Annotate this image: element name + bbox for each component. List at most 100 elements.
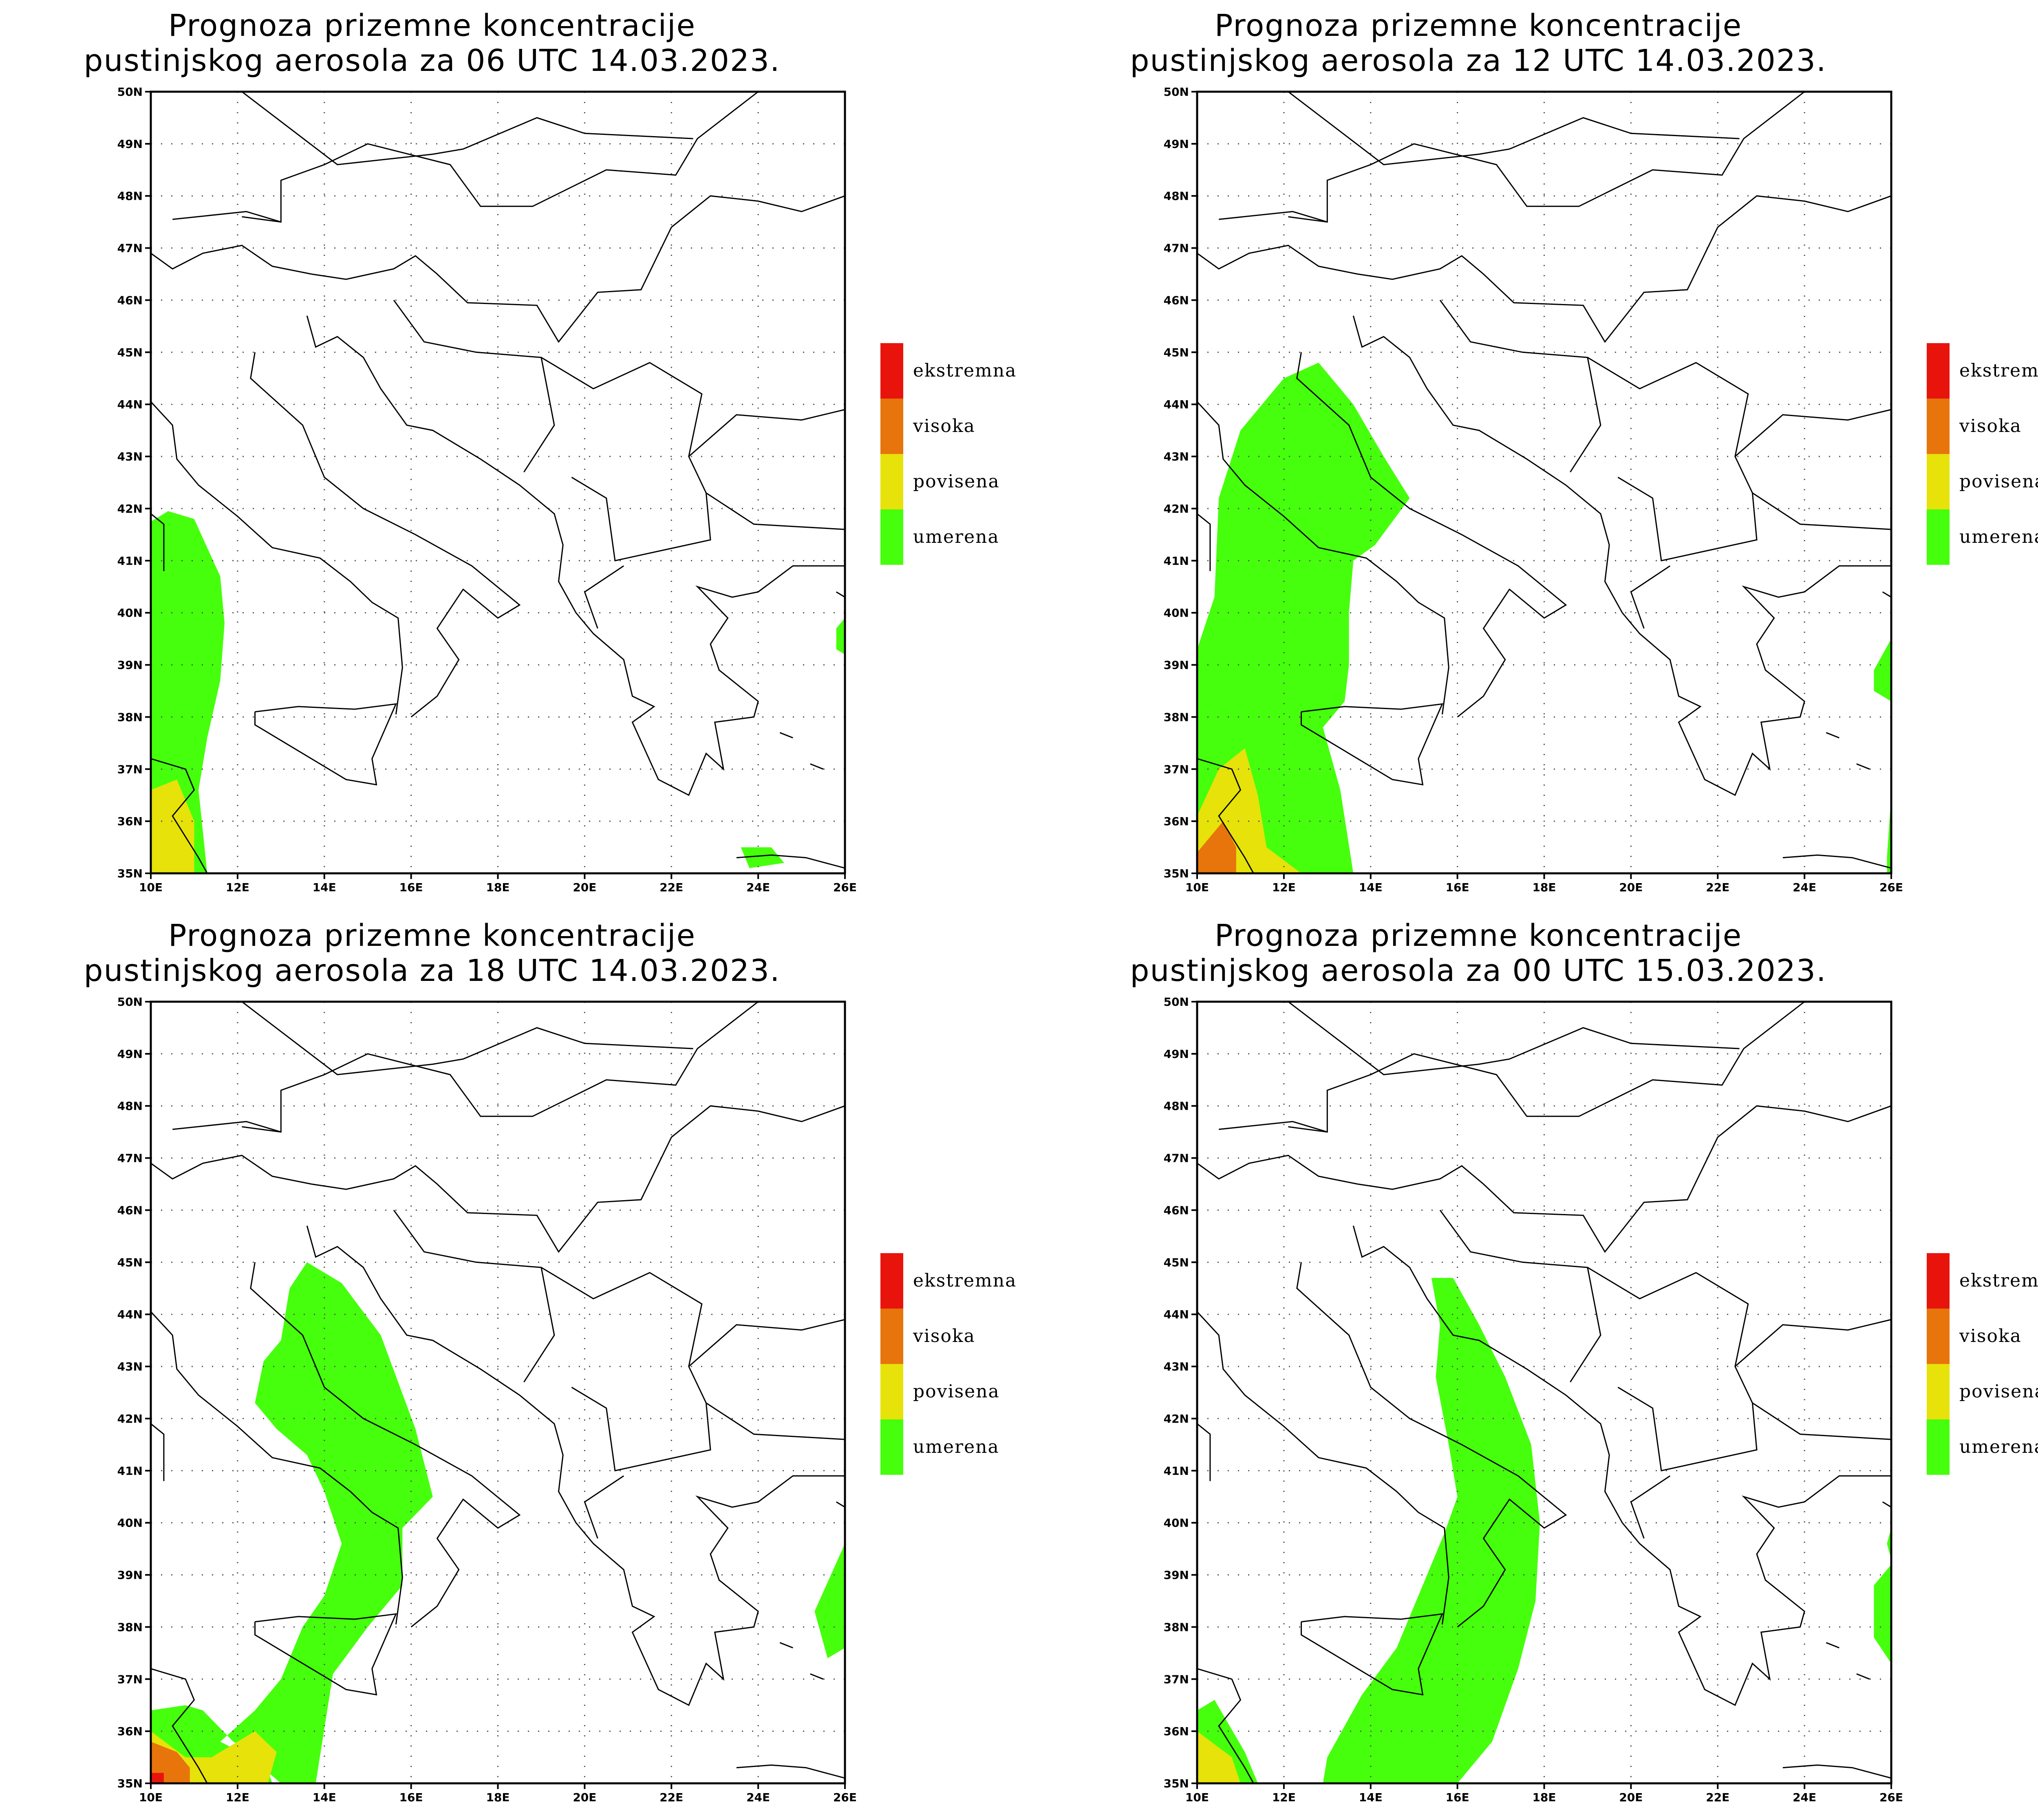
panel-title-line1: Prognoza prizemne koncentracije (1214, 8, 1742, 43)
coastline-border (1734, 1319, 1892, 1367)
lat-label: 37N (1164, 1672, 1189, 1686)
lon-label: 14E (1359, 881, 1383, 894)
coastline-border (706, 492, 845, 530)
lat-label: 42N (1164, 1412, 1189, 1426)
lon-label: 16E (1446, 881, 1469, 894)
lon-label: 14E (313, 881, 336, 894)
dust-area-umerena (836, 618, 845, 654)
lat-label: 41N (1164, 554, 1189, 568)
coastline-border (1826, 732, 1839, 738)
lon-label: 18E (486, 1791, 510, 1804)
coastline-border (1352, 315, 1891, 796)
lon-label: 18E (486, 881, 510, 894)
lat-label: 47N (1164, 242, 1189, 255)
coastline-border (688, 1319, 845, 1367)
coastline-border (1196, 401, 1449, 715)
coastline-border (1587, 1267, 1758, 1472)
coastline-border (1196, 1311, 1449, 1625)
lat-label: 48N (117, 189, 143, 203)
lat-label: 42N (117, 502, 143, 516)
forecast-map: 50N 49N 48N 47N 46N 45N 44N 43N 42N 41N 40N 39N 38N 3… (1164, 995, 2038, 1804)
coastline-border (1288, 1001, 1805, 1133)
dust-area-umerena (1874, 1564, 1891, 1664)
legend-label-ekstremna: ekstremna (913, 1270, 1017, 1291)
lat-label: 39N (117, 659, 143, 672)
lon-label: 12E (1272, 881, 1296, 894)
panel-title-line2: pustinjskog aerosola za 12 UTC 14.03.202… (1130, 43, 1827, 78)
lat-label: 36N (117, 1725, 143, 1738)
legend-swatch-povisena (1927, 1364, 1950, 1419)
lat-label: 41N (117, 1464, 143, 1478)
legend-label-umerena: umerena (913, 1437, 999, 1457)
lon-label: 26E (1879, 1791, 1903, 1804)
coastline-border (1882, 1501, 1892, 1508)
lon-label: 26E (833, 1791, 857, 1804)
lat-label: 49N (117, 1047, 143, 1061)
forecast-map: 50N 49N 48N 47N 46N 45N 44N 43N 42N 41N 40N 39N 38N 3… (117, 85, 1016, 894)
coastline-border (1734, 409, 1892, 457)
lat-label: 49N (1164, 1047, 1189, 1061)
lat-label: 37N (1164, 762, 1189, 776)
dust-area-umerena (151, 1262, 433, 1783)
lon-label: 26E (833, 881, 857, 894)
lon-label: 24E (1793, 1791, 1816, 1804)
coastline-border (779, 732, 793, 738)
legend-swatch-povisena (880, 454, 903, 509)
dust-area-umerena (1323, 1278, 1540, 1783)
coastline-border (1301, 703, 1443, 786)
coastline-border (810, 1673, 824, 1680)
coastline-border (1197, 1423, 1211, 1481)
lat-label: 50N (117, 85, 143, 99)
dust-area-umerena (1197, 362, 1410, 873)
lat-label: 40N (117, 1516, 143, 1530)
lat-label: 42N (1164, 502, 1189, 516)
lon-label: 10E (139, 1791, 163, 1804)
legend-swatch-povisena (880, 1364, 903, 1419)
legend-swatch-visoka (1927, 399, 1950, 454)
coastline-border (393, 300, 555, 473)
lat-label: 50N (117, 995, 143, 1009)
lat-label: 35N (117, 1777, 143, 1790)
lat-label: 35N (117, 867, 143, 880)
lat-label: 47N (1164, 1152, 1189, 1165)
coastline-border (1357, 1105, 1892, 1253)
dust-area-umerena (1887, 1528, 1891, 1560)
coastline-border (1856, 1673, 1870, 1680)
legend-swatch-visoka (880, 399, 903, 454)
map-frame (150, 1000, 846, 1785)
lat-label: 49N (117, 137, 143, 151)
lat-label: 36N (1164, 815, 1189, 828)
legend-swatch-visoka (880, 1309, 903, 1364)
coastline-border (541, 1267, 711, 1472)
coastline-border (1288, 1001, 1740, 1075)
legend-swatch-visoka (1927, 1309, 1950, 1364)
coastline-border (584, 1475, 624, 1539)
coastline-border (393, 1210, 555, 1383)
lon-label: 14E (313, 1791, 336, 1804)
dust-area-visoka (1197, 821, 1236, 873)
legend-label-visoka: visoka (913, 416, 975, 436)
lat-label: 50N (1164, 85, 1189, 99)
lon-label: 20E (573, 881, 596, 894)
lat-label: 48N (117, 1099, 143, 1113)
lon-label: 16E (399, 881, 423, 894)
legend-label-ekstremna: ekstremna (1959, 360, 2038, 381)
dust-area-umerena (741, 847, 784, 868)
coastline-border (1288, 91, 1805, 223)
coastline-border (150, 513, 165, 571)
coastline-border (1197, 245, 1358, 275)
coastline-border (150, 758, 208, 874)
legend-label-umerena: umerena (913, 527, 999, 547)
lat-label: 41N (117, 554, 143, 568)
coastline-border (150, 1668, 208, 1784)
coastline-border (254, 1613, 397, 1696)
coastline-border (736, 1764, 845, 1779)
legend-swatch-umerena (1927, 509, 1950, 565)
panel-title-line2: pustinjskog aerosola za 06 UTC 14.03.202… (84, 43, 781, 78)
coastline-border (1219, 1121, 1328, 1133)
lon-label: 22E (1706, 881, 1729, 894)
coastline-border (172, 211, 281, 223)
forecast-panel-12utc: Prognoza prizemne koncentracije pustinjs… (1046, 0, 2038, 910)
lat-label: 39N (1164, 1569, 1189, 1582)
coastline-border (150, 1311, 403, 1625)
